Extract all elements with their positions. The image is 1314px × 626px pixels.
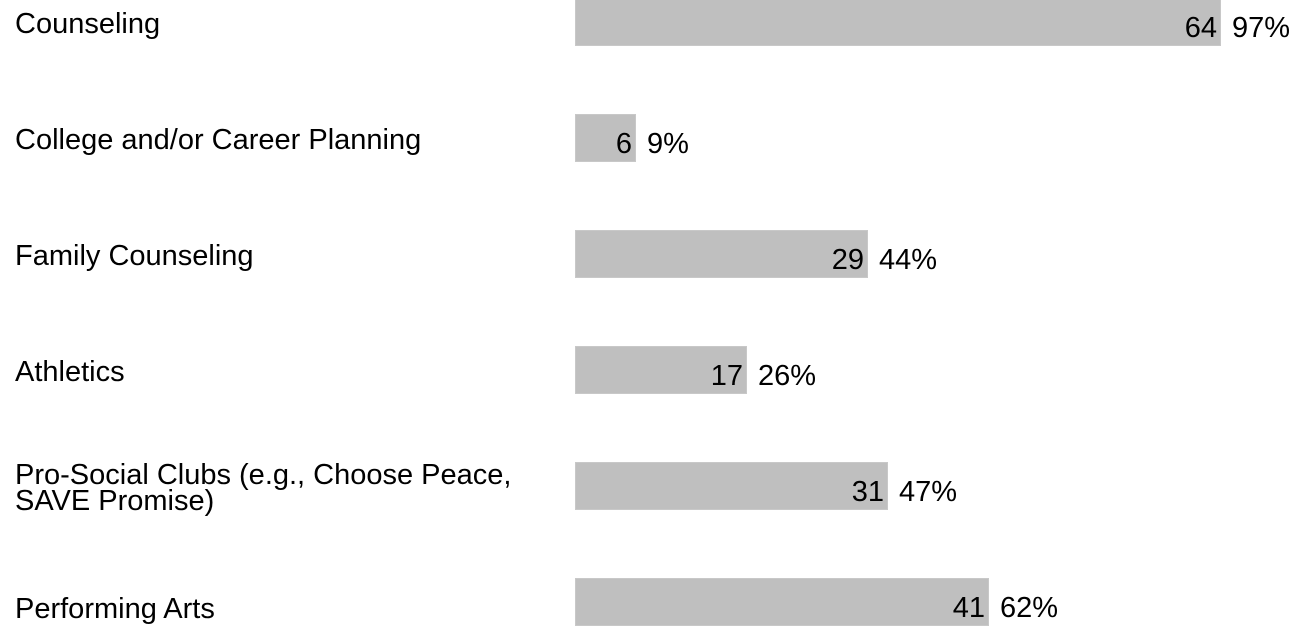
bar bbox=[575, 578, 989, 626]
value-label: 64 bbox=[1184, 12, 1217, 44]
category-label: Family Counseling bbox=[15, 240, 254, 272]
category-label: Athletics bbox=[15, 356, 125, 388]
category-label: Performing Arts bbox=[15, 593, 215, 625]
percent-label: 47% bbox=[899, 476, 958, 508]
percent-label: 62% bbox=[1000, 592, 1059, 624]
bar bbox=[575, 114, 636, 162]
category-label: Counseling bbox=[15, 8, 161, 40]
bar bbox=[575, 462, 888, 510]
percent-label: 9% bbox=[647, 128, 689, 160]
percent-label: 97% bbox=[1232, 12, 1291, 44]
bar bbox=[575, 0, 1221, 46]
value-label: 17 bbox=[710, 360, 743, 392]
percent-label: 26% bbox=[758, 360, 817, 392]
bar bbox=[575, 230, 868, 278]
value-label: 6 bbox=[615, 128, 632, 160]
value-label: 31 bbox=[851, 476, 884, 508]
bar bbox=[575, 346, 747, 394]
percent-label: 44% bbox=[879, 244, 938, 276]
value-label: 41 bbox=[952, 592, 985, 624]
category-label: College and/or Career Planning bbox=[15, 124, 422, 156]
category-label: Pro-Social Clubs (e.g., Choose Peace, SA… bbox=[15, 459, 512, 517]
value-label: 29 bbox=[831, 244, 864, 276]
